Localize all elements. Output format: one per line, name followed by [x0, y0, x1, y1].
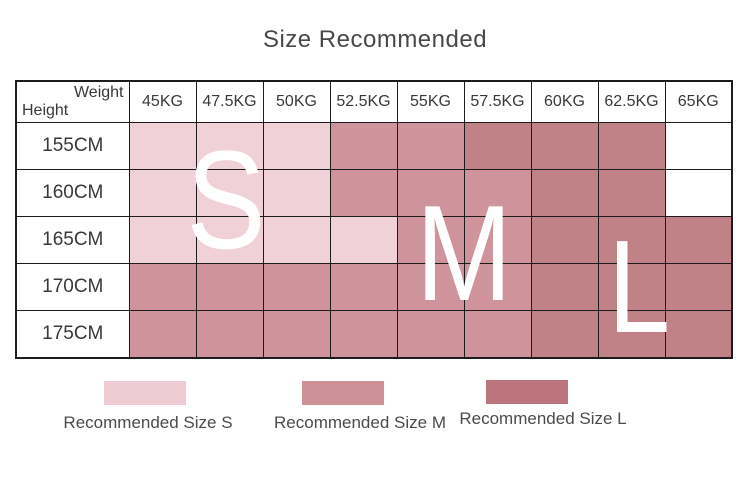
- height-header-160cm: 160CM: [15, 169, 130, 217]
- size-cell-m: [396, 263, 465, 311]
- size-cell-m: [329, 169, 398, 217]
- height-header-165cm: 165CM: [15, 216, 130, 264]
- size-cell-l: [530, 169, 599, 217]
- weight-header-47.5kg: 47.5KG: [195, 80, 264, 123]
- size-cell-m: [463, 263, 532, 311]
- size-cell-m: [396, 169, 465, 217]
- weight-header-55kg: 55KG: [396, 80, 465, 123]
- size-cell-s: [329, 216, 398, 264]
- size-cell-m: [396, 216, 465, 264]
- weight-header-row: Weight Height 45KG 47.5KG 50KG 52.5KG 55KG 57…: [15, 80, 733, 123]
- size-cell-l: [597, 216, 666, 264]
- corner-weight-label: Weight: [73, 84, 124, 101]
- size-cell-l: [530, 216, 599, 264]
- size-cell-l: [530, 263, 599, 311]
- size-cell-s: [128, 122, 197, 170]
- weight-header-52.5kg: 52.5KG: [329, 80, 398, 123]
- size-cell-l: [664, 263, 733, 311]
- corner-height-label: Height: [22, 102, 69, 119]
- size-cell-l: [463, 122, 532, 170]
- size-cell-s: [195, 169, 264, 217]
- size-cell-s: [262, 169, 331, 217]
- table-row-170cm: 170CM: [15, 263, 733, 311]
- size-cell-l: [664, 310, 733, 359]
- size-cell-m: [262, 263, 331, 311]
- weight-header-62.5kg: 62.5KG: [597, 80, 666, 123]
- height-header-175cm: 175CM: [15, 310, 130, 359]
- size-cell-m: [128, 263, 197, 311]
- size-cell-m: [195, 263, 264, 311]
- size-cell-l: [530, 310, 599, 359]
- legend-label-m: Recommended Size M: [274, 413, 446, 432]
- size-cell-empty: [664, 169, 733, 217]
- legend-swatch-l: [486, 380, 568, 404]
- legend-swatch-m: [302, 381, 384, 405]
- size-cell-m: [329, 122, 398, 170]
- size-cell-m: [396, 122, 465, 170]
- size-cell-s: [195, 122, 264, 170]
- legend-label-l: Recommended Size L: [459, 409, 627, 428]
- size-cell-l: [597, 169, 666, 217]
- height-header-155cm: 155CM: [15, 122, 130, 170]
- size-cell-s: [128, 216, 197, 264]
- size-cell-s: [128, 169, 197, 217]
- size-cell-m: [396, 310, 465, 359]
- size-cell-l: [597, 122, 666, 170]
- size-cell-m: [329, 263, 398, 311]
- weight-header-65kg: 65KG: [664, 80, 733, 123]
- size-table: Weight Height 45KG 47.5KG 50KG 52.5KG 55KG 57…: [15, 80, 733, 359]
- legend-label-s: Recommended Size S: [63, 413, 233, 432]
- table-row-165cm: 165CM: [15, 216, 733, 264]
- size-cell-s: [195, 216, 264, 264]
- size-cell-s: [262, 122, 331, 170]
- size-cell-l: [597, 263, 666, 311]
- size-cell-m: [463, 216, 532, 264]
- weight-header-45kg: 45KG: [128, 80, 197, 123]
- corner-cell: Weight Height: [15, 80, 130, 123]
- legend-swatch-s: [104, 381, 186, 405]
- size-cell-m: [262, 310, 331, 359]
- size-cell-s: [262, 216, 331, 264]
- size-cell-m: [463, 310, 532, 359]
- weight-header-60kg: 60KG: [530, 80, 599, 123]
- size-cell-empty: [664, 122, 733, 170]
- table-row-160cm: 160CM: [15, 169, 733, 217]
- size-cell-l: [597, 310, 666, 359]
- size-cell-m: [195, 310, 264, 359]
- size-cell-m: [329, 310, 398, 359]
- size-cell-l: [664, 216, 733, 264]
- table-row-175cm: 175CM: [15, 310, 733, 359]
- size-cell-l: [530, 122, 599, 170]
- size-cell-m: [128, 310, 197, 359]
- weight-header-57.5kg: 57.5KG: [463, 80, 532, 123]
- size-cell-m: [463, 169, 532, 217]
- weight-header-50kg: 50KG: [262, 80, 331, 123]
- page-title: Size Recommended: [262, 26, 488, 53]
- table-row-155cm: 155CM: [15, 122, 733, 170]
- height-header-170cm: 170CM: [15, 263, 130, 311]
